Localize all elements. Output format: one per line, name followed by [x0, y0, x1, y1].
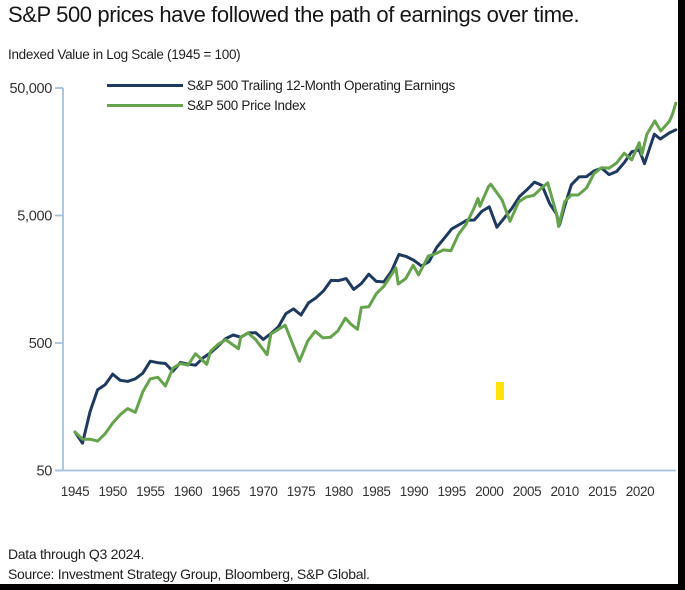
y-axis-tick-label: 500 [29, 336, 53, 352]
x-axis-tick-label: 1980 [324, 484, 352, 499]
legend-item-earnings: S&P 500 Trailing 12-Month Operating Earn… [107, 75, 455, 95]
legend-item-price: S&P 500 Price Index [107, 95, 455, 115]
x-axis-tick-label: 1975 [287, 484, 315, 499]
x-axis-tick-label: 2005 [513, 484, 541, 499]
series-line [73, 101, 678, 443]
right-border [678, 0, 685, 590]
earnings-line-swatch [107, 83, 183, 87]
chart-title: S&P 500 prices have followed the path of… [8, 2, 580, 27]
y-axis-tick-label: 5,000 [17, 209, 52, 225]
legend: S&P 500 Trailing 12-Month Operating Earn… [107, 75, 455, 115]
y-axis-tick-label: 50,000 [9, 81, 52, 97]
x-axis-tick-label: 1995 [437, 484, 465, 499]
y-axis-note: Indexed Value in Log Scale (1945 = 100) [8, 47, 241, 62]
x-axis-tick-label: 1990 [400, 484, 428, 499]
x-axis-tick-label: 1970 [249, 484, 277, 499]
data-through-note: Data through Q3 2024. [8, 546, 145, 562]
x-axis-tick-label: 2015 [588, 484, 616, 499]
axis-tick-labels: 50,000 5,000 500 50 1945 1950 1955 1960 1965 1970… [9, 81, 654, 499]
x-axis-tick-label: 1985 [362, 484, 390, 499]
y-axis-tick-label: 50 [36, 464, 52, 480]
x-axis-tick-label: 1960 [174, 484, 202, 499]
legend-label: S&P 500 Price Index [187, 97, 306, 113]
x-axis-tick-label: 2020 [626, 484, 654, 499]
x-axis-tick-label: 1965 [211, 484, 239, 499]
series-line [73, 128, 678, 445]
x-axis-tick-label: 2000 [475, 484, 503, 499]
x-axis-tick-label: 2010 [550, 484, 578, 499]
data-series-lines [73, 101, 678, 445]
x-axis-tick-label: 1945 [61, 484, 89, 499]
x-axis-tick-label: 1950 [98, 484, 126, 499]
source-note: Source: Investment Strategy Group, Bloom… [8, 566, 370, 582]
price-line-swatch [107, 103, 183, 107]
yellow-highlight-marker [496, 382, 504, 400]
bottom-border [0, 584, 685, 590]
x-axis-tick-label: 1955 [136, 484, 164, 499]
legend-label: S&P 500 Trailing 12-Month Operating Earn… [187, 77, 455, 93]
axes [55, 87, 676, 472]
